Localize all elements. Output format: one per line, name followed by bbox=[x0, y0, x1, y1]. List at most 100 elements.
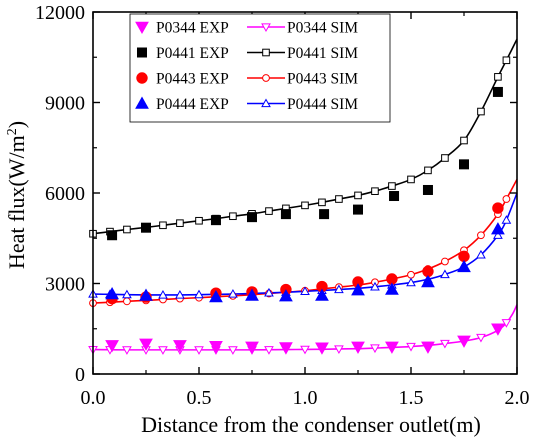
sim-point-p0441-sim bbox=[195, 216, 203, 225]
exp-point-p0344-exp bbox=[209, 341, 223, 354]
sim-point-p0443-sim bbox=[502, 195, 511, 203]
sim-point-p0441-sim bbox=[502, 56, 511, 65]
y-tick-label: 0 bbox=[75, 364, 85, 386]
legend: P0344 EXP P0441 EXP P0443 EXP P0444 EXP P034… bbox=[129, 13, 391, 123]
exp-point-p0444-exp bbox=[351, 283, 365, 296]
exp-point-p0441-exp bbox=[319, 209, 330, 220]
legend-marker-p0443-sim bbox=[262, 74, 270, 82]
sim-point-p0441-sim bbox=[335, 195, 343, 203]
exp-point-p0344-exp bbox=[385, 341, 399, 354]
exp-point-p0441-exp bbox=[210, 215, 221, 226]
exp-point-p0444-exp bbox=[245, 288, 259, 301]
sim-point-p0444-sim bbox=[334, 284, 344, 294]
exp-point-p0444-exp bbox=[209, 290, 223, 303]
legend-label: P0444 EXP bbox=[156, 96, 229, 113]
exp-point-p0344-exp bbox=[421, 341, 435, 354]
sim-point-p0444-sim bbox=[158, 289, 168, 299]
axes: 0.0 0.5 1.0 1.5 2.0 0 3000 6000 9000 12000 bbox=[35, 2, 530, 409]
exp-point-p0441-exp bbox=[352, 204, 363, 215]
y-tick-label: 6000 bbox=[45, 183, 85, 205]
exp-point-p0344-exp bbox=[139, 338, 153, 351]
sim-point-p0444-sim bbox=[406, 277, 416, 287]
sim-point-p0441-sim bbox=[265, 207, 273, 215]
legend-label: P0443 EXP bbox=[156, 71, 229, 88]
sim-point-p0441-sim bbox=[176, 219, 184, 227]
legend-marker-p0443-exp bbox=[136, 72, 148, 84]
x-tick-label: 0.0 bbox=[81, 387, 106, 409]
exp-point-p0344-exp bbox=[173, 340, 187, 353]
sim-line-p0443-sim bbox=[92, 179, 518, 304]
legend-marker-p0344-exp bbox=[135, 21, 149, 35]
data-markers bbox=[88, 56, 512, 355]
sim-point-p0444-sim bbox=[501, 215, 512, 224]
x-tick-label: 1.5 bbox=[399, 387, 424, 409]
exp-point-p0344-exp bbox=[457, 335, 471, 348]
exp-point-p0344-exp bbox=[315, 342, 329, 355]
sim-point-p0344-sim bbox=[194, 346, 204, 355]
exp-point-p0444-exp bbox=[385, 282, 399, 295]
x-tick-label: 2.0 bbox=[505, 387, 530, 409]
exp-point-p0344-exp bbox=[279, 342, 293, 355]
sim-point-p0344-sim bbox=[300, 345, 310, 355]
legend-marker-p0444-sim bbox=[261, 98, 271, 108]
legend-label: P0444 SIM bbox=[287, 96, 358, 113]
sim-point-p0344-sim bbox=[476, 333, 486, 343]
legend-label: P0441 EXP bbox=[156, 45, 229, 62]
sim-point-p0444-sim bbox=[228, 289, 238, 298]
legend-label: P0344 EXP bbox=[156, 20, 229, 37]
sim-point-p0441-sim bbox=[424, 166, 432, 175]
legend-marker-p0444-exp bbox=[135, 96, 149, 109]
y-tick-label: 12000 bbox=[35, 2, 85, 24]
sim-point-p0441-sim bbox=[354, 191, 362, 200]
exp-point-p0444-exp bbox=[421, 274, 435, 288]
x-tick-label: 1.0 bbox=[293, 387, 318, 409]
exp-point-p0441-exp bbox=[389, 191, 400, 202]
sim-point-p0344-sim bbox=[122, 346, 132, 355]
y-tick-label: 9000 bbox=[45, 93, 85, 115]
legend-label: P0344 SIM bbox=[287, 20, 358, 37]
sim-point-p0444-sim bbox=[476, 249, 486, 259]
legend-marker-p0441-exp bbox=[136, 47, 147, 58]
sim-point-p0444-sim bbox=[370, 281, 380, 291]
sim-point-p0441-sim bbox=[460, 136, 468, 145]
y-axis-title: Heat flux(W/m2) bbox=[4, 121, 29, 269]
sim-point-p0443-sim bbox=[123, 297, 131, 306]
sim-point-p0441-sim bbox=[301, 201, 309, 210]
sim-point-p0444-sim bbox=[300, 286, 310, 295]
sim-line-p0344-sim bbox=[92, 304, 518, 351]
sim-point-p0443-sim bbox=[477, 231, 485, 240]
sim-point-p0344-sim bbox=[406, 342, 416, 352]
sim-point-p0441-sim bbox=[229, 212, 237, 221]
exp-point-p0441-exp bbox=[458, 159, 469, 170]
exp-point-p0444-exp bbox=[457, 259, 471, 273]
exp-point-p0444-exp bbox=[139, 288, 153, 301]
exp-point-p0344-exp bbox=[491, 323, 505, 336]
sim-point-p0441-sim bbox=[388, 182, 396, 190]
sim-point-p0441-sim bbox=[159, 221, 167, 230]
exp-point-p0441-exp bbox=[246, 212, 257, 223]
sim-point-p0441-sim bbox=[477, 107, 485, 116]
x-axis-title: Distance from the condenser outlet(m) bbox=[141, 412, 481, 437]
sim-point-p0344-sim bbox=[334, 345, 344, 354]
exp-point-p0444-exp bbox=[491, 222, 505, 235]
sim-point-p0441-sim bbox=[494, 73, 502, 81]
exp-point-p0444-exp bbox=[105, 287, 119, 300]
sim-point-p0441-sim bbox=[371, 187, 379, 195]
exp-point-p0444-exp bbox=[279, 289, 293, 302]
x-tick-label: 0.5 bbox=[187, 387, 212, 409]
exp-point-p0344-exp bbox=[351, 341, 365, 354]
sim-point-p0443-sim bbox=[407, 270, 415, 279]
sim-point-p0441-sim bbox=[123, 225, 131, 234]
sim-point-p0344-sim bbox=[440, 339, 450, 349]
sim-point-p0344-sim bbox=[501, 319, 512, 328]
exp-point-p0443-exp bbox=[492, 202, 504, 214]
exp-point-p0441-exp bbox=[140, 222, 151, 233]
exp-point-p0441-exp bbox=[492, 86, 503, 97]
exp-point-p0441-exp bbox=[422, 184, 433, 195]
sim-point-p0444-sim bbox=[493, 230, 503, 239]
sim-point-p0344-sim bbox=[370, 344, 380, 354]
sim-point-p0444-sim bbox=[264, 287, 274, 297]
exp-point-p0444-exp bbox=[315, 288, 329, 301]
